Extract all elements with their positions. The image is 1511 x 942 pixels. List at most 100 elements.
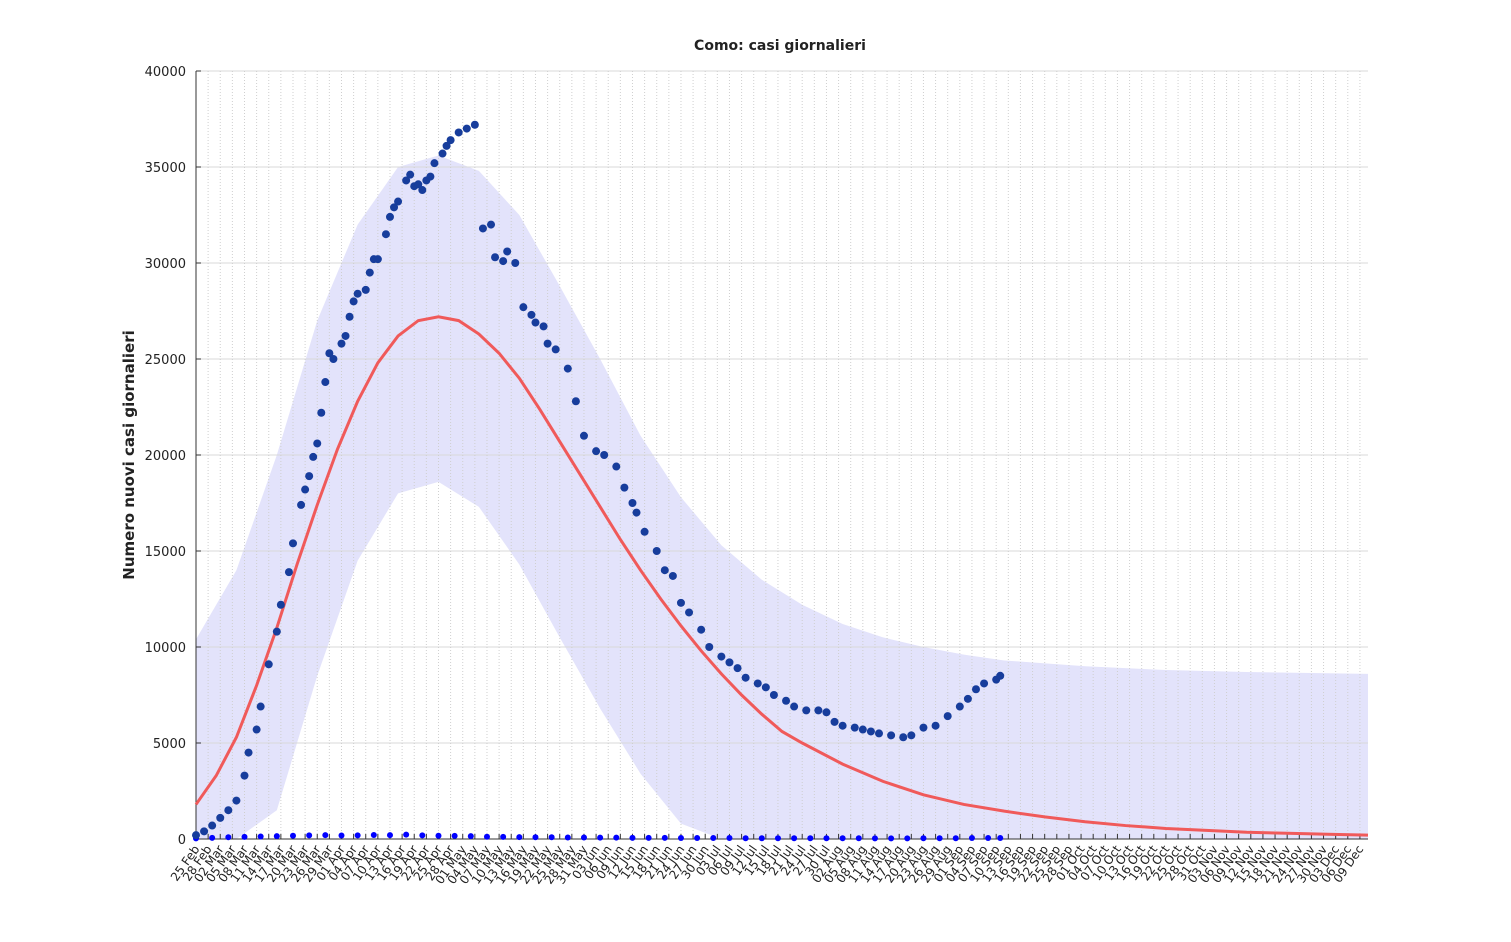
- data-point: [519, 303, 528, 312]
- data-point: [426, 172, 435, 181]
- data-point: [814, 706, 823, 715]
- data-point: [276, 600, 285, 609]
- data-point: [661, 834, 668, 841]
- data-point: [668, 571, 677, 580]
- data-point: [467, 833, 474, 840]
- data-point: [284, 568, 293, 577]
- data-point: [483, 833, 490, 840]
- y-tick-label: 0: [178, 833, 186, 848]
- data-point: [446, 136, 455, 145]
- data-point: [272, 627, 281, 636]
- data-point: [500, 833, 507, 840]
- data-point: [904, 835, 911, 842]
- fit-line: [194, 315, 1369, 837]
- data-point: [571, 397, 580, 406]
- data-point: [499, 257, 508, 266]
- data-point: [963, 694, 972, 703]
- data-point: [329, 355, 338, 363]
- data-point: [597, 834, 604, 841]
- data-point: [200, 827, 209, 836]
- data-point: [761, 683, 770, 692]
- data-point: [309, 452, 318, 461]
- data-point: [551, 345, 560, 354]
- data-point: [438, 149, 447, 158]
- data-point: [208, 821, 217, 830]
- data-point: [240, 771, 249, 780]
- data-point: [725, 658, 734, 667]
- data-point: [830, 717, 839, 726]
- data-point: [782, 696, 791, 705]
- data-point: [600, 451, 609, 459]
- data-point: [790, 702, 799, 711]
- data-point: [758, 835, 765, 842]
- data-point: [462, 124, 471, 133]
- data-point: [289, 832, 296, 839]
- data-point: [871, 835, 878, 842]
- confidence-band: [196, 155, 1368, 840]
- data-point: [548, 834, 555, 841]
- data-point: [402, 176, 411, 185]
- data-point: [887, 731, 896, 740]
- y-tick-label: 5000: [153, 737, 186, 752]
- data-point: [660, 566, 669, 575]
- data-point: [317, 408, 326, 417]
- data-point: [531, 318, 540, 327]
- data-point: [632, 508, 641, 517]
- data-point: [256, 702, 265, 711]
- data-point: [385, 212, 394, 221]
- data-point: [338, 832, 345, 839]
- data-point: [907, 731, 916, 740]
- data-point: [365, 268, 374, 277]
- chart-title: Como: casi giornalieri: [694, 38, 866, 54]
- data-point: [968, 835, 975, 842]
- data-point: [516, 834, 523, 841]
- data-point: [306, 832, 313, 839]
- data-point: [874, 729, 883, 738]
- data-point: [470, 120, 479, 129]
- data-point: [866, 727, 875, 736]
- data-point: [321, 378, 330, 387]
- y-tick-label: 20000: [145, 449, 186, 464]
- data-point: [822, 708, 831, 717]
- data-point: [838, 721, 847, 730]
- data-point: [386, 832, 393, 839]
- data-point: [717, 652, 726, 661]
- data-point: [919, 723, 928, 732]
- data-point: [232, 796, 241, 805]
- data-point: [613, 834, 620, 841]
- data-point: [823, 835, 830, 842]
- data-point: [511, 259, 520, 267]
- data-point: [539, 322, 548, 331]
- data-point: [697, 625, 706, 634]
- data-point: [997, 835, 1004, 842]
- data-point: [288, 539, 297, 548]
- data-point: [442, 141, 451, 150]
- y-tick-label: 15000: [145, 545, 186, 560]
- data-point: [955, 702, 964, 711]
- data-point: [532, 834, 539, 841]
- y-tick-label: 10000: [145, 641, 186, 656]
- data-point: [224, 806, 233, 815]
- data-point: [936, 835, 943, 842]
- data-point: [418, 186, 427, 195]
- data-point: [980, 679, 989, 688]
- data-point: [858, 725, 867, 734]
- data-point: [629, 834, 636, 841]
- data-point: [850, 723, 859, 732]
- data-point: [354, 832, 361, 839]
- data-point: [943, 712, 952, 721]
- data-point: [996, 671, 1005, 680]
- data-point: [419, 832, 426, 839]
- data-point: [216, 813, 225, 822]
- data-point: [454, 128, 463, 137]
- data-point: [726, 835, 733, 842]
- data-point: [192, 831, 200, 840]
- data-point: [742, 835, 749, 842]
- data-point: [592, 447, 601, 456]
- data-point: [297, 500, 306, 509]
- data-point: [451, 832, 458, 839]
- data-point: [564, 834, 571, 841]
- data-point: [527, 310, 536, 319]
- y-tick-label: 30000: [145, 257, 186, 272]
- data-point: [920, 835, 927, 842]
